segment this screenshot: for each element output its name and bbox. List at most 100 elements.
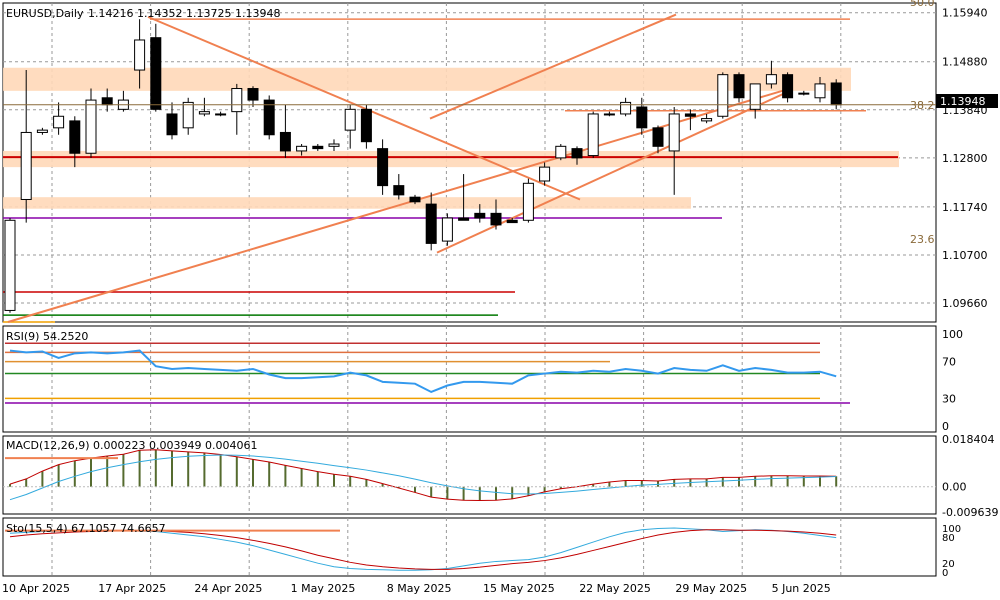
stoch-tick-label: 20 (942, 559, 955, 570)
current-price-tag (936, 94, 998, 108)
stoch-tick-label: 100 (942, 524, 961, 535)
macd-title: MACD(12,26,9) 0.000223 0.003949 0.004061 (6, 439, 258, 452)
stoch-tick-label: 0 (942, 568, 948, 579)
stoch-tick-label: 80 (942, 533, 955, 544)
price-tick-label: 1.12800 (942, 152, 988, 165)
candle-body (749, 83, 761, 110)
candle-body (620, 101, 632, 115)
trendline (147, 15, 581, 201)
price-layer (3, 13, 936, 323)
candle-body (458, 217, 470, 221)
candle-body (409, 196, 421, 203)
date-tick-label: 29 May 2025 (675, 582, 747, 595)
candle-body (231, 88, 243, 113)
candle-body (603, 113, 615, 116)
fib-50-label: 50.0 (910, 0, 935, 9)
macd-panel[interactable] (2, 435, 937, 515)
macd-layer (3, 449, 936, 501)
candle-body (53, 115, 65, 129)
fib-382-label: 38.2 (910, 99, 935, 112)
candle-body (782, 74, 794, 99)
candle-body (296, 145, 308, 152)
candle-body (263, 99, 275, 136)
candle-body (344, 108, 356, 131)
candle-body (182, 101, 194, 129)
macd-signal-line (9, 454, 837, 501)
candle-body (134, 39, 146, 71)
rsi-tick-label: 70 (942, 356, 956, 369)
macd-tick-label: 0.018404 (942, 433, 995, 446)
rsi-line (9, 349, 837, 394)
candle-body (701, 118, 713, 122)
rsi-tick-label: 0 (942, 420, 949, 433)
supply-demand-zone (3, 67, 851, 91)
rsi-panel[interactable] (2, 325, 937, 433)
candle-body (571, 148, 583, 159)
macd-tick-label: -0.009639 (942, 506, 998, 519)
candle-body (328, 143, 340, 147)
candle-body (393, 185, 405, 196)
candle-body (490, 212, 502, 226)
candle-body (830, 82, 842, 106)
date-tick-label: 24 Apr 2025 (194, 582, 262, 595)
fib-236-label: 23.6 (910, 233, 935, 246)
candle-body (555, 145, 567, 159)
candle-body (522, 182, 534, 221)
candle-body (814, 83, 826, 99)
price-tick-label: 1.15940 (942, 7, 988, 20)
candle-body (101, 97, 113, 106)
stoch-panel[interactable] (2, 517, 937, 577)
rsi-layer (5, 342, 850, 404)
date-tick-label: 15 May 2025 (483, 582, 555, 595)
candle-body (765, 74, 777, 85)
rsi-tick-label: 100 (942, 328, 963, 341)
candle-body (506, 219, 518, 224)
grid-lines (3, 3, 936, 576)
candle-body (312, 145, 324, 150)
trendline (429, 13, 677, 120)
supply-demand-zone (3, 197, 691, 209)
date-tick-label: 17 Apr 2025 (98, 582, 166, 595)
candle-body (215, 113, 227, 116)
date-tick-label: 5 Jun 2025 (772, 582, 831, 595)
date-tick-label: 8 May 2025 (387, 582, 452, 595)
candle-body (684, 113, 696, 117)
price-tick-label: 1.10700 (942, 249, 988, 262)
rsi-title: RSI(9) 54.2520 (6, 330, 88, 343)
candle-body (166, 113, 178, 136)
macd-main-line (9, 449, 837, 501)
candle-body (668, 113, 680, 152)
stoch-layer (5, 527, 837, 571)
price-tick-label: 1.14880 (942, 56, 988, 69)
candle-body (474, 212, 486, 219)
date-tick-label: 1 May 2025 (291, 582, 356, 595)
candle-body (85, 99, 97, 154)
stoch-title: Sto(15,5,4) 67.1057 74.6657 (6, 522, 166, 535)
price-tick-label: 1.11740 (942, 201, 988, 214)
candle-body (20, 131, 32, 200)
macd-tick-label: 0.00 (942, 481, 967, 494)
candle-body (247, 88, 259, 101)
current-price-label: 1.13948 (940, 95, 986, 108)
candle-body (441, 217, 453, 242)
candle-body (425, 203, 437, 244)
ohlc-readout: 1.14216 1.14352 1.13725 1.13948 (88, 7, 280, 20)
candle-body (652, 127, 664, 147)
candle-body (69, 120, 81, 154)
date-tick-label: 22 May 2025 (579, 582, 651, 595)
candle-body (798, 92, 810, 95)
rsi-tick-label: 30 (942, 392, 956, 405)
supply-demand-zone (3, 150, 899, 168)
candle-body (279, 131, 291, 152)
candle-body (636, 106, 648, 129)
candle-body (4, 219, 16, 311)
candle-body (717, 74, 729, 117)
candle-body (198, 111, 210, 115)
candle-body (377, 148, 389, 187)
date-tick-label: 10 Apr 2025 (2, 582, 70, 595)
candle-body (539, 166, 551, 182)
candle-body (150, 37, 162, 110)
candle-body (36, 129, 48, 133)
symbol-label: EURUSD,Daily (6, 7, 84, 20)
